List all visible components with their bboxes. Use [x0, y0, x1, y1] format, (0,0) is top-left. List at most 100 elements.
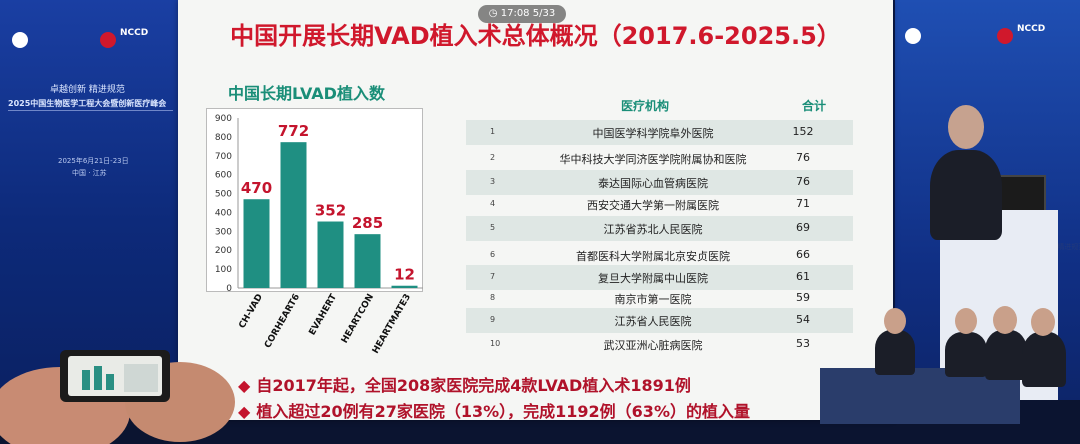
row-hospital: 首都医科大学附属北京安贞医院	[576, 250, 730, 263]
data-label: 470	[241, 179, 272, 197]
bullet-text: 植入超过20例有27家医院（13%），完成1192例（63%）的植入量	[256, 402, 750, 421]
data-label: 772	[278, 122, 309, 140]
row-count: 59	[796, 291, 810, 304]
data-label: 12	[394, 266, 415, 284]
right-nccd-logo-icon	[997, 28, 1013, 44]
right-event-logo-icon	[905, 28, 921, 44]
y-tick-label: 600	[215, 171, 232, 181]
y-tick-label: 700	[215, 152, 232, 162]
row-index: 5	[490, 223, 496, 232]
panelist-2-head	[955, 308, 977, 334]
left-date: 2025年6月21日-23日	[58, 157, 129, 165]
x-tick-label: CH-VAD	[237, 293, 265, 331]
left-motto: 卓越创新 精进规范	[50, 85, 125, 95]
speaker-head	[948, 105, 984, 149]
x-tick-label: HEARTMATE3	[371, 293, 413, 356]
bullet-1: ◆ 自2017年起，全国208家医院完成4款LVAD植入术1891例	[238, 372, 691, 396]
row-index: 4	[490, 199, 496, 208]
table-header-org: 医疗机构	[621, 99, 670, 113]
row-index: 7	[490, 272, 496, 281]
bar-chart-frame	[206, 108, 423, 292]
row-index: 1	[490, 127, 496, 136]
left-divider	[8, 110, 173, 111]
table-row: 10 武汉亚洲心脏病医院 53	[466, 332, 853, 357]
table-header-row: 医疗机构 合计	[466, 91, 856, 119]
y-tick-label: 800	[215, 133, 232, 143]
panelist-3-head	[993, 306, 1017, 334]
row-count: 69	[796, 221, 810, 234]
row-count: 76	[796, 175, 810, 188]
status-time: 17:08	[500, 8, 530, 19]
presentation-slide: 中国开展长期VAD植入术总体概况（2017.6-2025.5） 中国长期LVAD…	[178, 0, 893, 422]
bar-corheart6	[280, 142, 307, 288]
table-row: 7 复旦大学附属中山医院 61	[466, 265, 853, 290]
row-index: 8	[490, 293, 496, 302]
left-event-title: 2025中国生物医学工程大会暨创新医疗峰会	[8, 99, 167, 108]
diamond-bullet-icon: ◆	[238, 402, 251, 421]
panelist-4-head	[1031, 308, 1055, 336]
row-hospital: 华中科技大学同济医学院附属协和医院	[559, 153, 747, 166]
row-index: 6	[490, 250, 496, 259]
row-hospital: 中国医学科学院阜外医院	[592, 127, 714, 140]
row-hospital: 复旦大学附属中山医院	[598, 272, 708, 285]
panelist-2	[945, 332, 987, 377]
diamond-bullet-icon: ◆	[238, 376, 251, 395]
x-tick-label: HEARTCON	[340, 293, 376, 346]
status-page: 5/33	[532, 8, 556, 19]
row-hospital: 泰达国际心血管病医院	[598, 177, 708, 190]
panelist-1-head	[884, 308, 906, 334]
bullet-text: 自2017年起，全国208家医院完成4款LVAD植入术1891例	[256, 376, 691, 395]
row-count: 53	[796, 337, 810, 350]
nccd-logo-text: NCCD	[120, 28, 149, 38]
y-tick-label: 900	[215, 114, 232, 124]
table-row: 8 南京市第一医院 59	[466, 286, 853, 311]
y-tick-label: 200	[215, 246, 232, 256]
speaker-body	[930, 150, 1002, 240]
row-index: 3	[490, 177, 496, 186]
data-label: 285	[352, 214, 383, 232]
row-count: 76	[796, 151, 810, 164]
y-tick-label: 300	[215, 227, 232, 237]
y-tick-label: 400	[215, 208, 232, 218]
row-hospital: 西安交通大学第一附属医院	[587, 199, 719, 212]
panelist-1	[875, 330, 915, 375]
data-label: 352	[315, 202, 346, 220]
y-tick-label: 500	[215, 190, 232, 200]
bar-chart: 0 100 200 300 400 500 600 700 800 900 470 CH-VAD 772…	[215, 114, 423, 356]
left-location: 中国 · 江苏	[72, 169, 107, 177]
y-tick-label: 100	[215, 265, 232, 275]
table-row: 3 泰达国际心血管病医院 76	[466, 170, 853, 195]
x-tick-label: EVAHERT	[308, 292, 340, 337]
table-row: 4 西安交通大学第一附属医院 71	[466, 192, 853, 217]
x-tick-label: CORHEART6	[263, 293, 302, 351]
event-logo-icon	[12, 32, 28, 48]
bar-heartmate3	[391, 285, 418, 288]
table-row: 6 首都医科大学附属北京安贞医院 66	[466, 243, 853, 268]
panelist-3	[985, 330, 1027, 380]
row-hospital: 江苏省苏北人民医院	[603, 223, 703, 236]
table-header-total: 合计	[802, 99, 827, 113]
slide-title: 中国开展长期VAD植入术总体概况（2017.6-2025.5）	[230, 22, 841, 50]
panelist-4	[1022, 332, 1066, 387]
row-index: 10	[490, 339, 501, 348]
bar-evahert	[317, 221, 344, 288]
hand-holding-phone	[0, 350, 235, 444]
row-hospital: 江苏省人民医院	[614, 315, 692, 328]
row-hospital: 武汉亚洲心脏病医院	[603, 339, 703, 352]
row-count: 66	[796, 248, 810, 261]
clock-icon: ◷	[488, 8, 498, 19]
row-count: 71	[796, 197, 810, 210]
y-tick-label: 0	[226, 284, 232, 294]
row-hospital: 南京市第一医院	[614, 293, 692, 306]
bar-ch-vad	[243, 199, 270, 288]
phone-status-pill: ◷ 17:08 5/33	[478, 5, 566, 23]
table-row: 2 华中科技大学同济医学院附属协和医院 76	[466, 146, 853, 171]
bar-heartcon	[354, 234, 381, 288]
row-count: 152	[792, 125, 814, 138]
right-nccd-logo-text: NCCD	[1017, 24, 1046, 34]
row-count: 61	[796, 270, 810, 283]
row-index: 9	[490, 315, 496, 324]
bullet-2: ◆ 植入超过20例有27家医院（13%），完成1192例（63%）的植入量	[238, 398, 750, 422]
table-row: 9 江苏省人民医院 54	[466, 308, 853, 333]
table-row: 1 中国医学科学院阜外医院 152	[466, 120, 853, 145]
